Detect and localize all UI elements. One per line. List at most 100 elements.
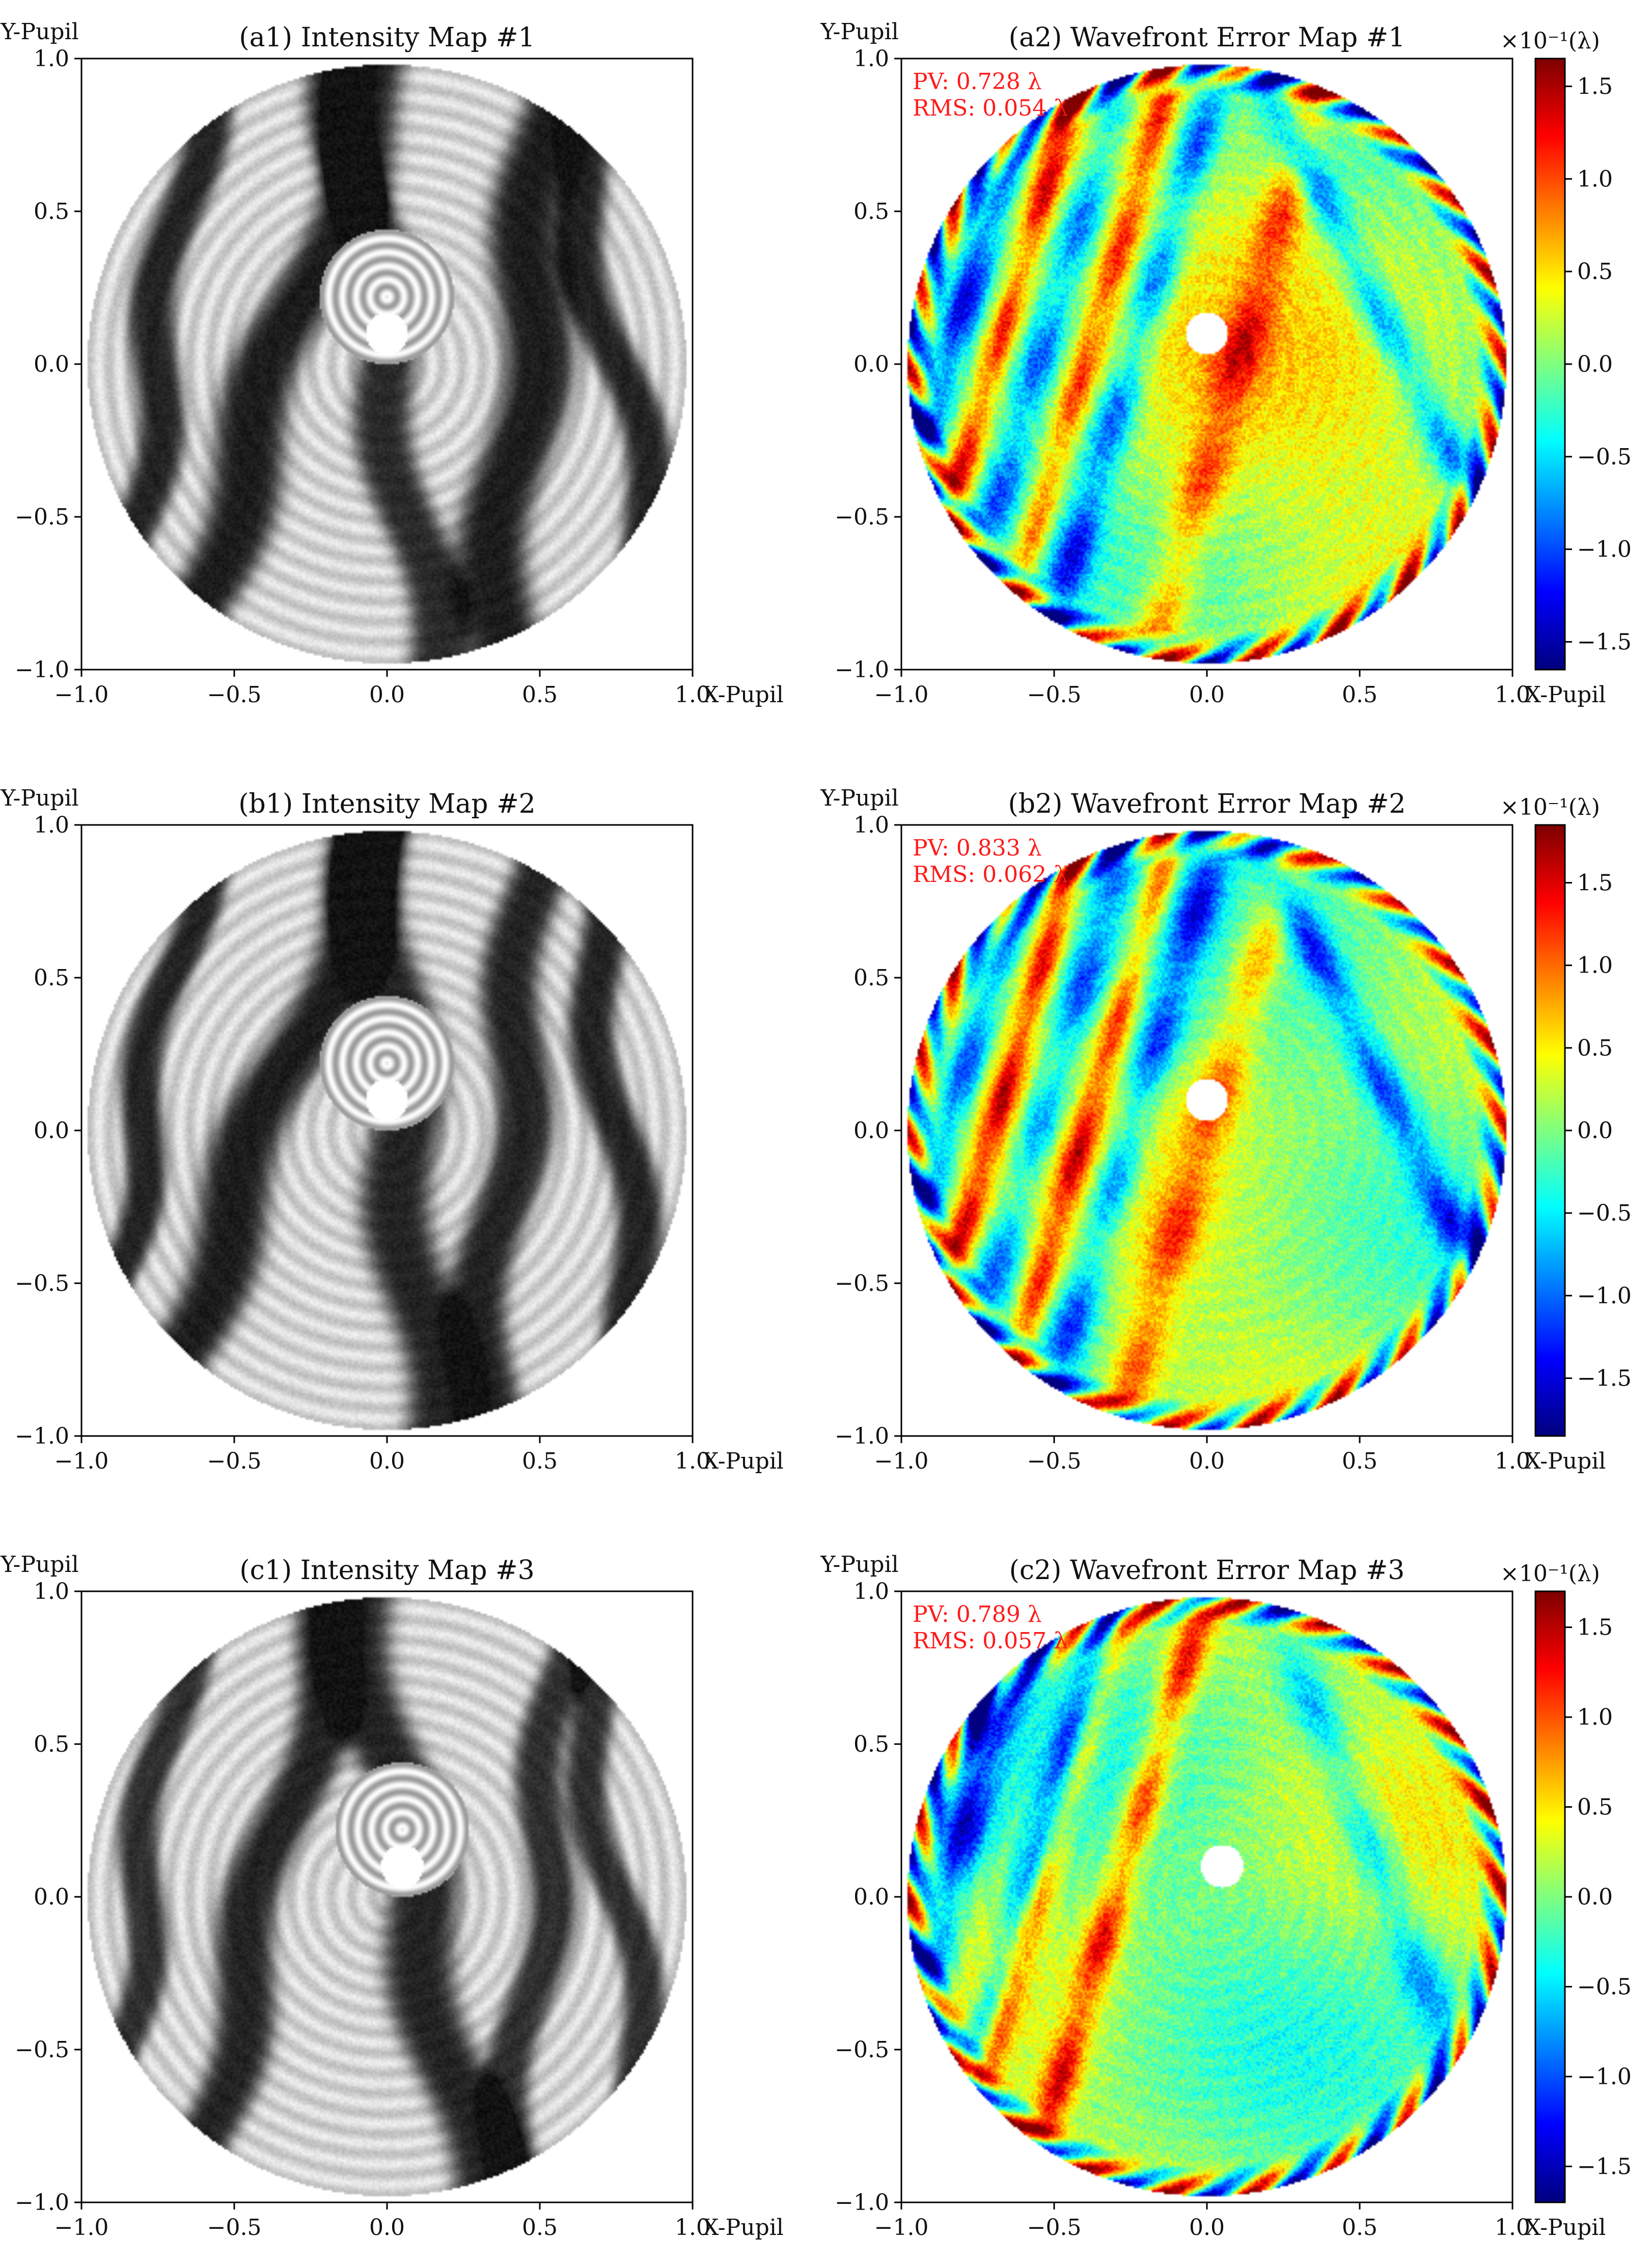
y-axis-label: Y-Pupil — [0, 1552, 78, 1578]
panel-c1: −1.0 −0.5 0.0 0.5 1.0 1.0 0.5 0.0 −0.5 −1.0 (c1) I… — [0, 1552, 784, 2241]
heatmap-image — [901, 1591, 1512, 2202]
colorbar-tick-label: 0.0 — [1577, 351, 1613, 377]
x-tick-label: 0.5 — [1342, 682, 1378, 708]
x-tick-label: 1.0 — [675, 682, 710, 708]
colorbar-unit-label: ×10⁻¹(λ) — [1500, 1561, 1600, 1587]
y-tick-label: 0.5 — [853, 199, 889, 225]
colorbar-tick-label: 1.5 — [1577, 870, 1613, 896]
colorbar-tick-label: −1.0 — [1577, 537, 1632, 563]
x-tick-label: 1.0 — [1495, 1448, 1530, 1474]
x-tick-label: 0.5 — [522, 1448, 558, 1474]
colorbar-tick-label: 0.0 — [1577, 1884, 1613, 1910]
y-tick-label: 0.0 — [34, 1884, 69, 1910]
colorbar-tick-label: 1.0 — [1577, 1704, 1613, 1730]
heatmap-image — [81, 59, 693, 670]
y-tick-label: 0.0 — [34, 351, 69, 377]
colorbar-tick-label: 1.0 — [1577, 953, 1613, 979]
x-axis-label: X-Pupil — [703, 1448, 784, 1474]
colorbar-tick-label: 1.0 — [1577, 166, 1613, 192]
x-tick-label: −1.0 — [874, 682, 929, 708]
y-tick-label: 0.5 — [853, 1731, 889, 1757]
colorbar-tick-label: −1.0 — [1577, 2064, 1632, 2090]
colorbar-tick-label: 1.5 — [1577, 74, 1613, 100]
y-tick-label: −1.0 — [835, 1423, 889, 1449]
pv-annotation: PV: 0.833 λ — [913, 835, 1042, 861]
x-axis-label: X-Pupil — [703, 2215, 784, 2241]
y-tick-label: −1.0 — [835, 657, 889, 683]
heatmap-image — [901, 59, 1512, 670]
x-axis-label: X-Pupil — [703, 682, 784, 708]
colorbar-tick-label: −1.5 — [1577, 1365, 1632, 1391]
x-tick-label: −1.0 — [874, 1448, 929, 1474]
y-axis-label: Y-Pupil — [820, 1552, 898, 1578]
x-tick-label: −1.0 — [874, 2215, 929, 2241]
x-tick-label: −0.5 — [1027, 1448, 1082, 1474]
x-tick-label: −0.5 — [207, 2215, 262, 2241]
y-tick-label: 0.5 — [853, 965, 889, 991]
y-tick-label: 0.5 — [34, 965, 69, 991]
colorbar-tick-label: 1.5 — [1577, 1615, 1613, 1641]
panel-title: (b2) Wavefront Error Map #2 — [1008, 789, 1406, 819]
y-tick-label: 1.0 — [34, 812, 69, 838]
pv-annotation: PV: 0.728 λ — [913, 69, 1042, 95]
y-tick-label: −1.0 — [15, 657, 69, 683]
y-tick-label: 0.0 — [34, 1118, 69, 1144]
y-tick-label: −0.5 — [835, 504, 889, 530]
rms-annotation: RMS: 0.062 λ — [913, 862, 1068, 888]
y-tick-label: 1.0 — [34, 46, 69, 72]
colorbar-tick-label: 0.0 — [1577, 1118, 1613, 1144]
y-tick-label: 0.0 — [853, 1118, 889, 1144]
colorbar-tick-label: −0.5 — [1577, 1974, 1632, 2000]
x-tick-label: −1.0 — [54, 1448, 109, 1474]
panel-title: (a1) Intensity Map #1 — [239, 22, 535, 53]
y-tick-label: −1.0 — [15, 2190, 69, 2216]
rms-annotation: RMS: 0.054 λ — [913, 95, 1068, 121]
panel-title: (c1) Intensity Map #3 — [239, 1555, 534, 1586]
pv-annotation: PV: 0.789 λ — [913, 1601, 1042, 1627]
y-tick-label: 1.0 — [853, 812, 889, 838]
x-tick-label: −1.0 — [54, 2215, 109, 2241]
y-tick-label: 0.0 — [853, 1884, 889, 1910]
panel-title: (c2) Wavefront Error Map #3 — [1009, 1555, 1405, 1586]
y-tick-label: −0.5 — [15, 504, 69, 530]
x-tick-label: −1.0 — [54, 682, 109, 708]
y-tick-label: 1.0 — [853, 46, 889, 72]
panel-a1: −1.0 −0.5 0.0 0.5 1.0 1.0 0.5 0.0 −0.5 −1.0 (a1) I… — [0, 19, 784, 708]
panel-title: (a2) Wavefront Error Map #1 — [1009, 22, 1406, 53]
heatmap-image — [81, 825, 693, 1436]
y-tick-label: −0.5 — [835, 1270, 889, 1296]
panel-title: (b1) Intensity Map #2 — [238, 789, 536, 819]
x-tick-label: −0.5 — [1027, 2215, 1082, 2241]
y-axis-label: Y-Pupil — [820, 785, 898, 811]
x-tick-label: 0.5 — [522, 682, 558, 708]
x-tick-label: −0.5 — [1027, 682, 1082, 708]
x-tick-label: 0.5 — [522, 2215, 558, 2241]
x-tick-label: 0.5 — [1342, 1448, 1378, 1474]
x-tick-label: 0.0 — [369, 2215, 405, 2241]
panel-a2: −1.0 −0.5 0.0 0.5 1.0 1.0 0.5 0.0 −0.5 −1.0 (a2) W… — [820, 19, 1632, 708]
heatmap-image — [81, 1591, 693, 2202]
colorbar-tick-label: −1.5 — [1577, 629, 1632, 655]
rms-annotation: RMS: 0.057 λ — [913, 1628, 1068, 1654]
colorbar-unit-label: ×10⁻¹(λ) — [1500, 794, 1600, 820]
y-tick-label: 1.0 — [34, 1579, 69, 1605]
y-tick-label: −0.5 — [15, 2037, 69, 2063]
colorbar — [1535, 1591, 1565, 2202]
panel-b1: −1.0 −0.5 0.0 0.5 1.0 1.0 0.5 0.0 −0.5 −1.0 (b1) I… — [0, 785, 784, 1474]
colorbar-tick-label: −0.5 — [1577, 1200, 1632, 1226]
panel-c2: −1.0 −0.5 0.0 0.5 1.0 1.0 0.5 0.0 −0.5 −1.0 (c2) W… — [820, 1552, 1632, 2241]
colorbar — [1535, 825, 1565, 1436]
x-axis-label: X-Pupil — [1525, 682, 1606, 708]
y-tick-label: 1.0 — [853, 1579, 889, 1605]
colorbar-unit-label: ×10⁻¹(λ) — [1500, 28, 1600, 54]
x-tick-label: 0.0 — [1189, 1448, 1225, 1474]
y-tick-label: −0.5 — [15, 1270, 69, 1296]
x-tick-label: 0.0 — [1189, 2215, 1225, 2241]
x-axis-label: X-Pupil — [1525, 1448, 1606, 1474]
x-tick-label: 1.0 — [675, 1448, 710, 1474]
x-tick-label: −0.5 — [207, 1448, 262, 1474]
x-tick-label: 0.5 — [1342, 2215, 1378, 2241]
y-tick-label: 0.0 — [853, 351, 889, 377]
colorbar-tick-label: −1.0 — [1577, 1283, 1632, 1309]
y-tick-label: 0.5 — [34, 1731, 69, 1757]
